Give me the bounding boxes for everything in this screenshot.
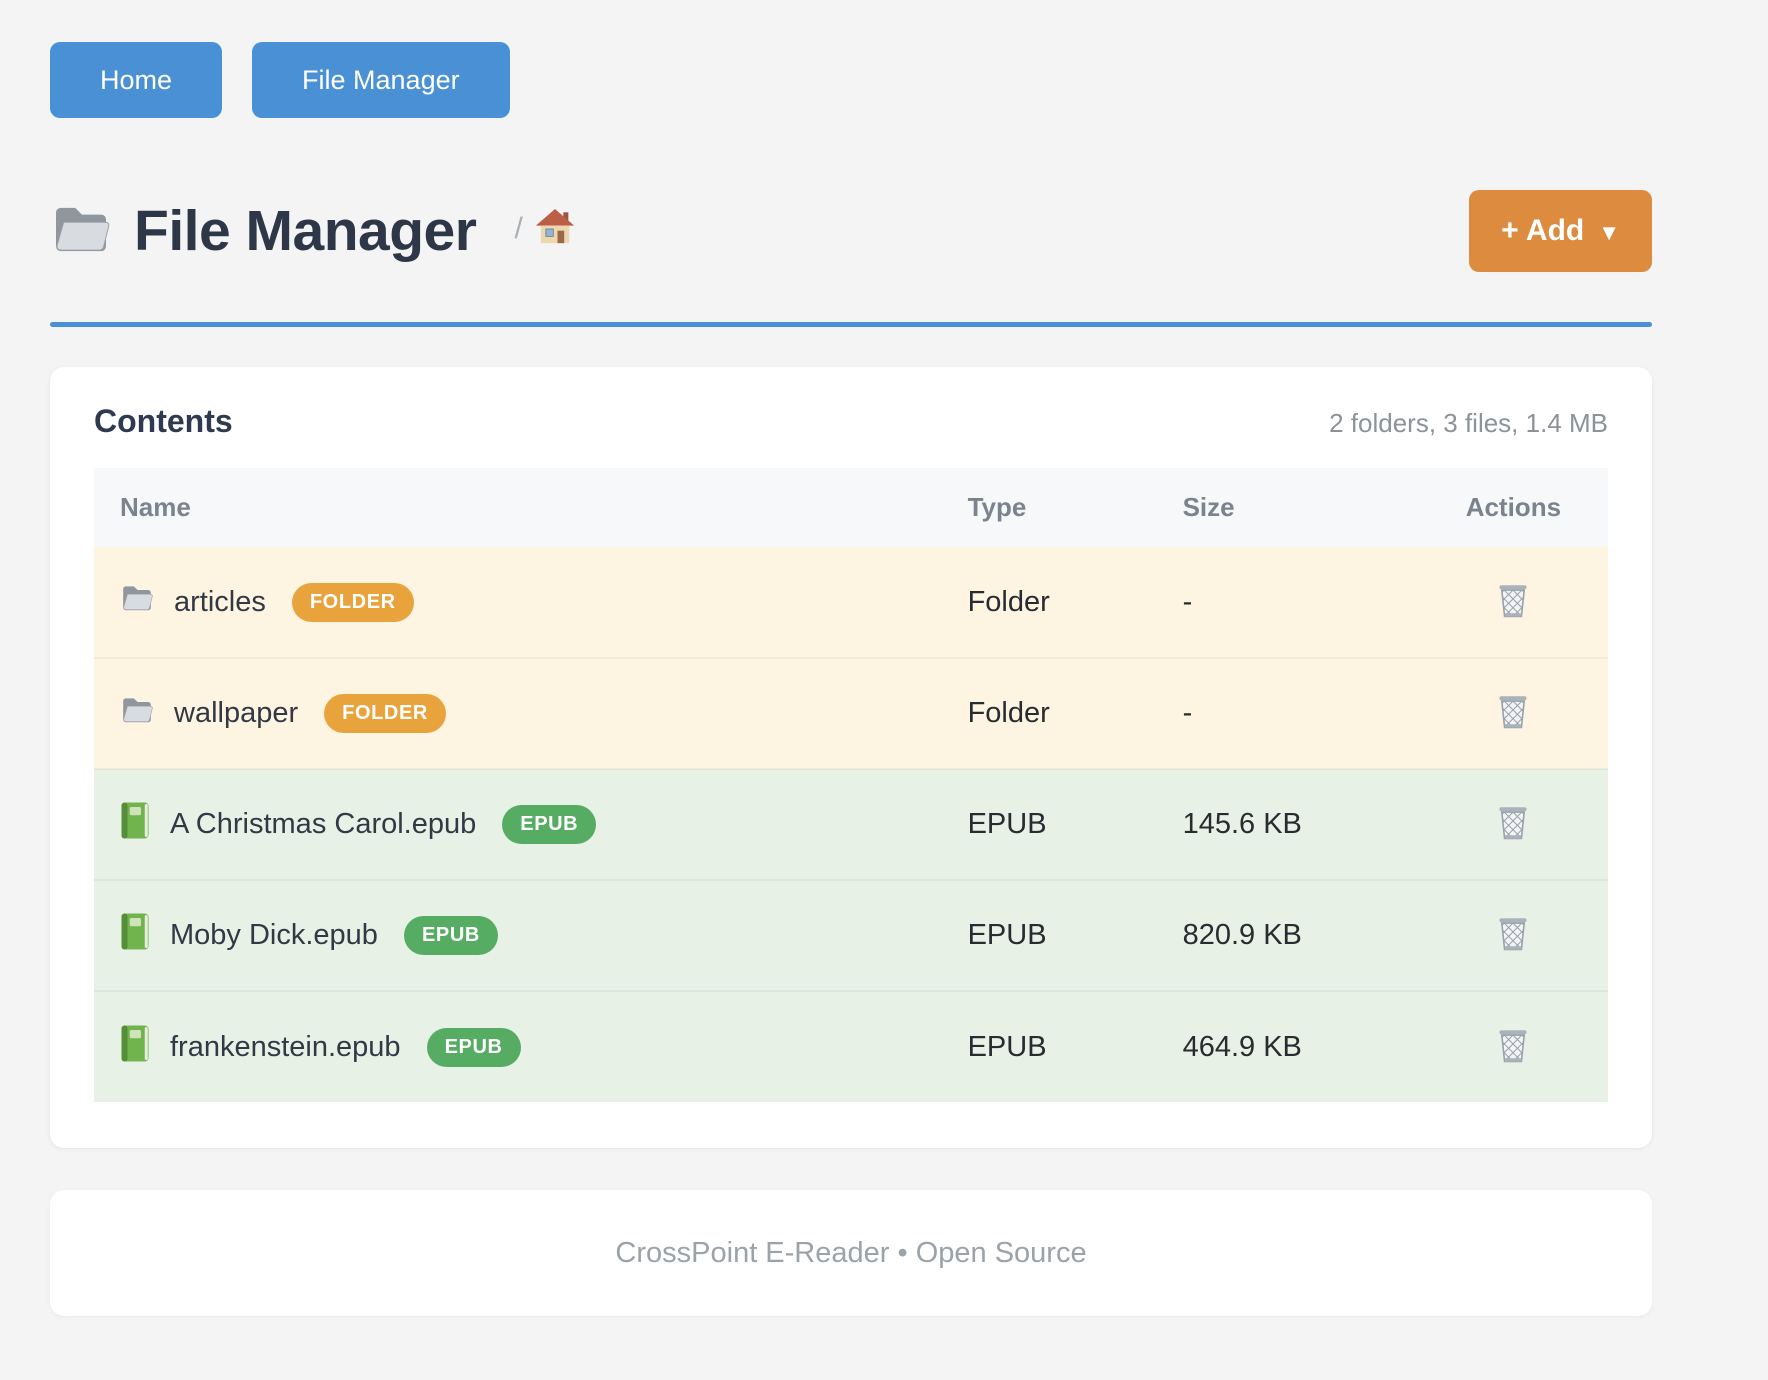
page-header: File Manager / + Add ▼ bbox=[50, 190, 1652, 272]
file-badge: EPUB bbox=[502, 805, 597, 844]
page-title: File Manager bbox=[134, 199, 477, 263]
book-icon bbox=[120, 801, 150, 848]
add-button[interactable]: + Add ▼ bbox=[1469, 190, 1652, 272]
contents-title: Contents bbox=[94, 403, 233, 439]
file-name[interactable]: wallpaper bbox=[174, 697, 299, 729]
file-size: 820.9 KB bbox=[1182, 919, 1302, 951]
column-header-actions: Actions bbox=[1418, 468, 1608, 547]
book-icon bbox=[120, 912, 150, 959]
file-name[interactable]: A Christmas Carol.epub bbox=[170, 808, 477, 840]
contents-summary: 2 folders, 3 files, 1.4 MB bbox=[1329, 408, 1608, 438]
delete-button[interactable] bbox=[1493, 689, 1533, 737]
delete-button[interactable] bbox=[1493, 800, 1533, 848]
delete-button[interactable] bbox=[1493, 911, 1533, 959]
book-icon bbox=[120, 1024, 150, 1071]
file-badge: EPUB bbox=[426, 1027, 521, 1067]
column-header-name: Name bbox=[94, 468, 968, 547]
table-header-row: Name Type Size Actions bbox=[94, 468, 1608, 547]
delete-button[interactable] bbox=[1493, 1023, 1533, 1071]
file-name[interactable]: frankenstein.epub bbox=[170, 1030, 401, 1063]
file-type: EPUB bbox=[967, 919, 1047, 951]
breadcrumb: / bbox=[514, 208, 574, 254]
trash-icon bbox=[1497, 582, 1529, 622]
chevron-down-icon: ▼ bbox=[1598, 219, 1620, 245]
footer-text: CrossPoint E-Reader • Open Source bbox=[615, 1236, 1087, 1269]
file-badge: FOLDER bbox=[324, 694, 446, 733]
file-badge: EPUB bbox=[403, 916, 498, 955]
table-row: articles FOLDER Folder - bbox=[94, 547, 1608, 658]
file-name[interactable]: Moby Dick.epub bbox=[170, 919, 378, 951]
breadcrumb-separator: / bbox=[514, 212, 523, 245]
top-nav: Home File Manager bbox=[50, 42, 1652, 118]
table-row: frankenstein.epub EPUB EPUB 464.9 KB bbox=[94, 991, 1608, 1102]
file-size: 145.6 KB bbox=[1182, 808, 1302, 840]
file-type: Folder bbox=[967, 585, 1050, 618]
table-row: Moby Dick.epub EPUB EPUB 820.9 KB bbox=[94, 880, 1608, 991]
table-row: wallpaper FOLDER Folder - bbox=[94, 658, 1608, 769]
table-row: A Christmas Carol.epub EPUB EPUB 145.6 K… bbox=[94, 769, 1608, 880]
file-badge: FOLDER bbox=[291, 582, 414, 622]
contents-card: Contents 2 folders, 3 files, 1.4 MB Name… bbox=[50, 367, 1652, 1148]
folder-icon bbox=[120, 584, 154, 620]
file-table-body: articles FOLDER Folder - bbox=[94, 547, 1608, 1102]
column-header-size: Size bbox=[1182, 468, 1419, 547]
file-name[interactable]: articles bbox=[174, 585, 266, 618]
trash-icon bbox=[1497, 1027, 1529, 1067]
file-size: - bbox=[1182, 697, 1193, 729]
house-icon[interactable] bbox=[535, 208, 575, 250]
folder-icon bbox=[120, 696, 154, 732]
file-size: 464.9 KB bbox=[1182, 1030, 1302, 1063]
file-table: Name Type Size Actions articles FOLDER bbox=[94, 468, 1608, 1102]
trash-icon bbox=[1497, 804, 1529, 844]
file-type: Folder bbox=[967, 697, 1050, 729]
file-size: - bbox=[1182, 585, 1193, 618]
trash-icon bbox=[1497, 915, 1529, 955]
trash-icon bbox=[1497, 693, 1529, 733]
file-type: EPUB bbox=[967, 1030, 1047, 1063]
nav-button-home[interactable]: Home bbox=[50, 42, 223, 118]
open-folder-icon bbox=[50, 204, 112, 259]
add-button-label: + Add bbox=[1501, 214, 1585, 247]
nav-button-file-manager[interactable]: File Manager bbox=[252, 42, 510, 118]
column-header-type: Type bbox=[967, 468, 1183, 547]
file-type: EPUB bbox=[967, 808, 1047, 840]
delete-button[interactable] bbox=[1493, 578, 1533, 626]
file-manager-page: Home File Manager File Manager / bbox=[50, 42, 1652, 1316]
footer: CrossPoint E-Reader • Open Source bbox=[50, 1190, 1652, 1316]
header-divider bbox=[50, 322, 1652, 327]
